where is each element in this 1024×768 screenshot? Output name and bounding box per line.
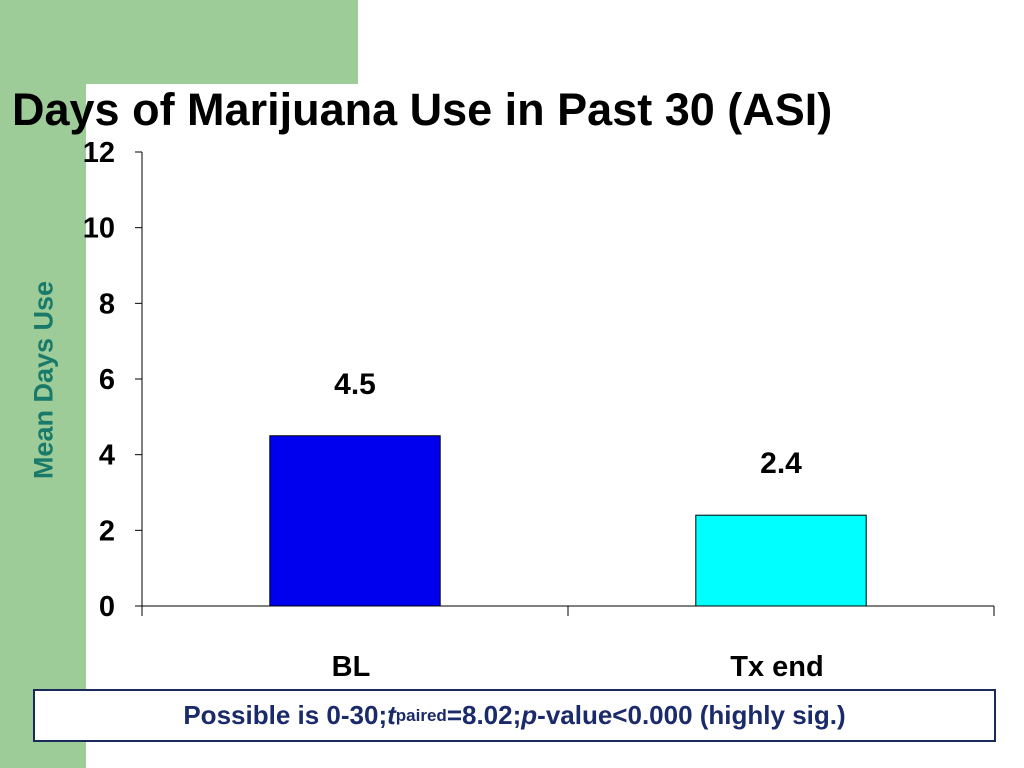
note-p-symbol: p — [521, 700, 538, 730]
y-tick-label: 6 — [99, 364, 115, 396]
y-tick-label: 0 — [99, 591, 115, 623]
y-tick-label: 10 — [83, 213, 115, 245]
y-tick-label: 12 — [83, 137, 115, 169]
y-tick-label: 8 — [99, 288, 115, 320]
y-tick-label: 2 — [99, 515, 115, 547]
data-label: 2.4 — [760, 447, 802, 480]
chart-title: Days of Marijuana Use in Past 30 (ASI) — [12, 84, 833, 135]
statistics-note: Possible is 0-30; t paired =8.02; p -value<… — [33, 689, 996, 742]
y-tick-label: 4 — [99, 440, 115, 472]
background-green-top — [0, 0, 358, 84]
note-t-symbol: t — [387, 700, 396, 730]
x-tick-label: Tx end — [730, 651, 823, 683]
note-t-value: =8.02; — [446, 700, 522, 730]
x-tick-label: BL — [332, 651, 371, 683]
background-green-band — [0, 0, 86, 768]
data-label: 4.5 — [334, 368, 376, 401]
note-t-subscript: paired — [395, 705, 447, 725]
note-p-value: -value<0.000 (highly sig.) — [537, 700, 846, 730]
bar-bl — [269, 435, 441, 607]
bar-tx-end — [695, 514, 867, 607]
note-prefix: Possible is 0-30; — [183, 700, 388, 730]
background-white-curve — [86, 84, 358, 334]
